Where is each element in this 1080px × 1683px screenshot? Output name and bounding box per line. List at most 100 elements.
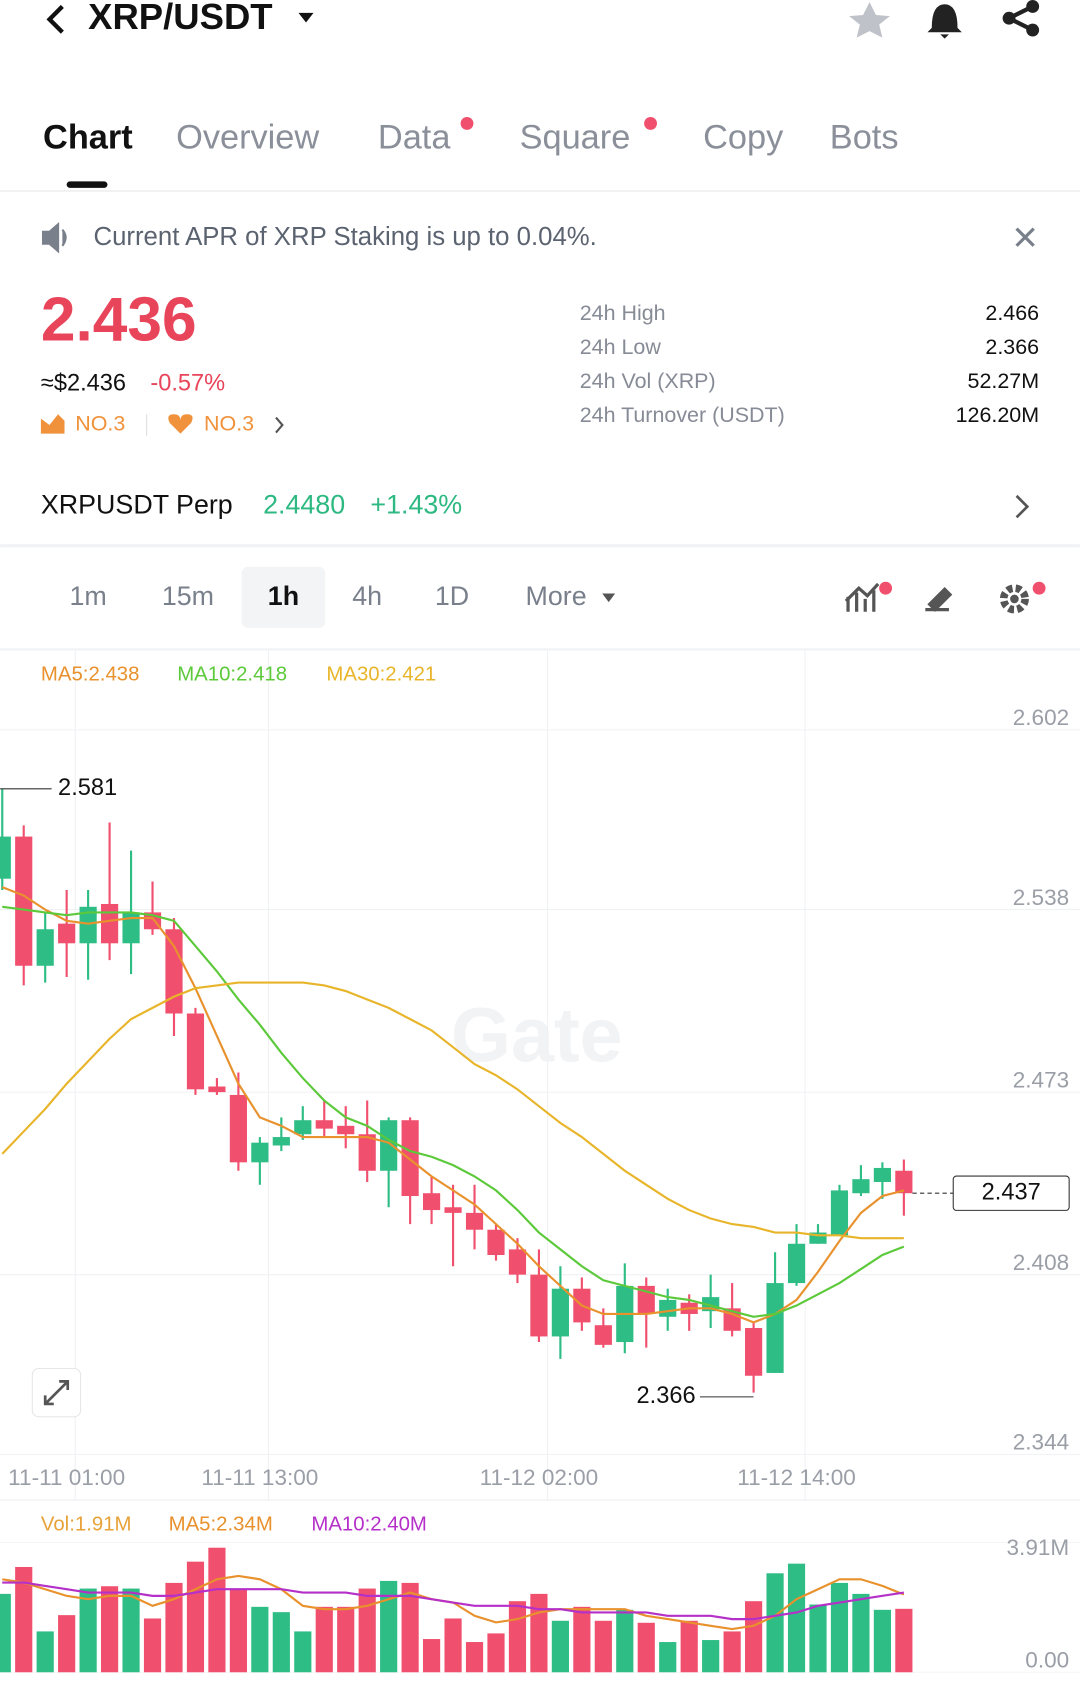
tab[interactable]: Square — [520, 119, 631, 157]
perp-name[interactable]: XRPUSDT Perp — [41, 490, 233, 520]
volume-bar — [830, 1582, 849, 1673]
interval-button[interactable]: 1h — [268, 581, 299, 611]
y-tick-label: 2.538 — [1013, 885, 1069, 910]
y-tick-label: 2.344 — [1013, 1430, 1069, 1455]
tab[interactable]: Copy — [703, 119, 784, 157]
candle-body — [315, 1120, 333, 1129]
badge-dot — [460, 116, 474, 130]
interval-button[interactable]: 15m — [162, 581, 214, 611]
volume-bar — [659, 1642, 677, 1673]
min-label: 2.366 — [637, 1383, 696, 1409]
rank-label[interactable]: NO.3 — [204, 412, 254, 436]
volume-bar — [444, 1618, 462, 1673]
pair-title[interactable]: XRP/USDT — [88, 0, 272, 37]
candle-body — [380, 1120, 398, 1171]
candle-body — [745, 1328, 763, 1376]
candle-body — [873, 1167, 891, 1182]
x-tick-label: 11-11 13:00 — [201, 1465, 318, 1490]
candle-body — [294, 1120, 312, 1135]
legend-entry: MA10:2.418 — [177, 664, 287, 686]
stat-value: 2.366 — [985, 335, 1039, 359]
y-tick-label: 2.473 — [1013, 1067, 1069, 1092]
candle-body — [766, 1283, 784, 1373]
draw-icon[interactable] — [925, 586, 953, 612]
interval-button[interactable]: 1m — [69, 581, 106, 611]
candle-body — [165, 929, 183, 1014]
legend-entry: MA5:2.34M — [169, 1514, 273, 1536]
volume-bar — [723, 1631, 741, 1673]
settings-icon[interactable] — [999, 581, 1046, 614]
interval-button[interactable]: 1D — [435, 581, 469, 611]
perp-change: +1.43% — [370, 490, 462, 520]
usd-price: ≈$2.436 — [41, 370, 126, 396]
x-tick-label: 11-12 14:00 — [737, 1465, 856, 1490]
y-tick-label: 2.408 — [1013, 1250, 1069, 1275]
max-label: 2.581 — [58, 775, 117, 801]
divider — [0, 1499, 1080, 1501]
divider — [0, 544, 1080, 548]
volume-bar — [873, 1609, 891, 1673]
candle-body — [487, 1229, 505, 1255]
indicator-icon[interactable] — [844, 581, 893, 612]
badge-dot — [644, 116, 657, 130]
volume-bar — [787, 1563, 806, 1673]
tab[interactable]: Overview — [176, 119, 319, 157]
candle-body — [895, 1170, 913, 1194]
favorite-icon[interactable] — [849, 2, 890, 38]
tab[interactable]: Data — [378, 119, 451, 157]
volume-bar — [809, 1604, 827, 1673]
volume-bar — [229, 1588, 247, 1673]
alert-icon[interactable] — [927, 4, 962, 39]
tab[interactable]: Chart — [43, 119, 133, 157]
pair-dropdown[interactable] — [298, 12, 314, 23]
volume-bar — [315, 1606, 333, 1673]
ma-line — [1, 886, 905, 1324]
legend-entry: Vol:1.91M — [41, 1514, 132, 1536]
legend-entry: MA5:2.438 — [41, 664, 140, 686]
candle-body — [594, 1325, 612, 1345]
volume-bar — [530, 1593, 548, 1673]
candle-body — [852, 1179, 870, 1194]
stat-value: 2.466 — [985, 301, 1039, 325]
y-tick-label: 0.00 — [1025, 1647, 1069, 1672]
candle-body — [465, 1212, 484, 1230]
stat-label: 24h Vol (XRP) — [580, 369, 716, 393]
separator — [146, 414, 148, 436]
volume-bar — [36, 1631, 54, 1673]
candle-body — [830, 1190, 849, 1236]
stat-label: 24h Low — [580, 335, 662, 359]
ma-line — [1, 981, 904, 1240]
watermark: Gate — [451, 993, 623, 1079]
close-notice[interactable] — [1015, 227, 1035, 247]
tab-indicator — [66, 181, 108, 188]
price-chart: 2.344 2.408 2.473 2.538 2.602 11-11 01:00 11-1… — [0, 650, 1080, 1500]
tab[interactable]: Bots — [830, 119, 899, 157]
ma-line — [2, 1581, 905, 1621]
interval-button[interactable]: More — [526, 581, 587, 611]
volume-bar — [766, 1573, 784, 1673]
volume-bar — [294, 1631, 312, 1673]
chevron[interactable] — [275, 416, 284, 434]
candle-body — [208, 1086, 226, 1093]
volume-chart: 0.00 3.91M Vol:1.91M MA5:2.34M MA10:2.40M — [0, 1514, 1080, 1673]
chevron[interactable] — [1015, 494, 1030, 519]
candle-body — [36, 929, 54, 966]
share-icon[interactable] — [1002, 0, 1040, 37]
divider — [0, 648, 1080, 651]
interval-button[interactable]: 4h — [352, 581, 382, 611]
rank-label[interactable]: NO.3 — [75, 412, 125, 436]
back-button[interactable] — [46, 4, 64, 34]
expand-icon — [43, 1380, 70, 1406]
volume-bar — [58, 1615, 76, 1673]
notice-text[interactable]: Current APR of XRP Staking is up to 0.04… — [93, 223, 596, 251]
x-tick-label: 11-12 02:00 — [480, 1465, 599, 1490]
candle-body — [251, 1142, 269, 1163]
candle-body — [122, 912, 140, 944]
volume-bar — [358, 1588, 376, 1673]
candle-body — [101, 903, 119, 944]
volume-bar — [0, 1593, 11, 1673]
candle-body — [530, 1274, 548, 1337]
more-dropdown[interactable] — [602, 593, 616, 603]
trend-icon — [40, 414, 65, 434]
